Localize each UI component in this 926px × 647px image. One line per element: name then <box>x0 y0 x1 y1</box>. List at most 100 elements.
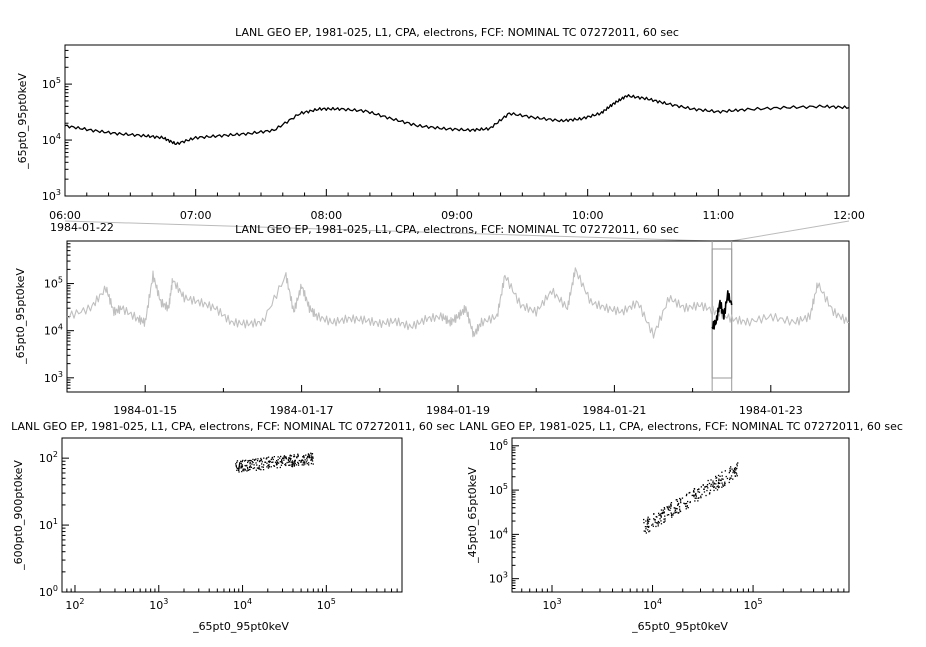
scatter-point <box>300 461 302 463</box>
scatter-point <box>238 465 240 467</box>
scatter-point <box>707 479 709 482</box>
scatter-point <box>304 459 306 461</box>
scatter-point <box>703 491 706 493</box>
scatter-point <box>678 506 681 508</box>
scatter-point <box>697 491 699 493</box>
scatter-point <box>241 470 243 473</box>
scatter-point <box>677 503 679 506</box>
scatter-point <box>309 454 311 456</box>
scatter-point <box>288 464 290 466</box>
scatter-point <box>647 526 650 528</box>
scatter-point <box>653 518 655 520</box>
scatter-point <box>311 460 314 462</box>
scatter-point <box>700 486 702 488</box>
scatter-point <box>671 514 673 516</box>
scatter-point <box>681 497 684 499</box>
scatter-point <box>663 507 665 509</box>
scatter-point <box>248 469 250 471</box>
scatter-point <box>668 506 670 509</box>
scatter-point <box>310 458 312 460</box>
scatter-point <box>645 528 647 530</box>
scatter-point <box>736 473 738 475</box>
scatter-point <box>648 531 650 533</box>
scatter-point <box>264 461 266 463</box>
scatter-point <box>279 461 281 463</box>
scatter-point <box>685 508 687 510</box>
scatter-point <box>676 508 678 510</box>
scatter-point <box>244 468 246 470</box>
scatter-point <box>303 457 305 459</box>
scatter-point <box>730 475 733 477</box>
scatter-point <box>647 522 649 525</box>
scatter-point <box>648 525 650 528</box>
scatter-point <box>648 518 650 520</box>
scatter-point <box>297 462 300 465</box>
scatter-point <box>717 486 720 489</box>
scatter-point <box>285 463 287 465</box>
scatter-point <box>247 469 249 471</box>
y-tick-label: 101 <box>39 517 58 532</box>
scatter-point <box>302 456 304 458</box>
scatter-point <box>267 460 270 463</box>
scatter-point <box>297 455 299 458</box>
scatter-point <box>697 500 699 502</box>
scatter-point <box>263 457 265 459</box>
scatter-point <box>294 460 296 462</box>
scatter-point <box>685 502 688 505</box>
scatter-point <box>659 514 661 516</box>
scatter-point <box>667 508 669 510</box>
x-tick-label: 11:00 <box>702 209 734 222</box>
scatter-point <box>306 459 308 461</box>
scatter-point <box>715 475 717 478</box>
scatter-point <box>721 475 723 477</box>
scatter-point <box>255 458 257 460</box>
scatter-point <box>248 459 251 462</box>
scatter-point <box>263 464 265 466</box>
scatter-point <box>249 465 252 467</box>
scatter-point <box>310 455 313 457</box>
scatter-point <box>291 466 294 468</box>
scatter-point <box>733 469 736 471</box>
scatter-point <box>647 519 649 522</box>
plot-frame <box>61 437 403 593</box>
scatter-point <box>729 469 731 471</box>
scatter-point <box>676 511 678 513</box>
scatter-point <box>298 459 300 462</box>
x-tick-label: 10:00 <box>572 209 604 222</box>
scatter-point <box>312 456 314 458</box>
scatter-point <box>721 482 723 484</box>
scatter-point <box>657 523 659 525</box>
panel-top-zoom: LANL GEO EP, 1981-025, L1, CPA, electron… <box>16 26 865 234</box>
scatter-point <box>289 455 291 457</box>
scatter-point <box>266 457 268 459</box>
scatter-point <box>310 456 312 459</box>
scatter-point <box>281 459 283 461</box>
scatter-point <box>710 483 712 486</box>
scatter-point <box>282 457 284 459</box>
scatter-point <box>242 468 245 470</box>
scatter-point <box>300 460 302 462</box>
scatter-point <box>705 485 707 488</box>
scatter-point <box>273 465 275 467</box>
scatter-point <box>693 491 695 493</box>
y-tick-label: 105 <box>42 76 61 91</box>
scatter-point <box>293 464 296 466</box>
scatter-point <box>693 494 695 496</box>
scatter-point <box>721 486 723 488</box>
scatter-point <box>677 503 680 505</box>
x-tick-label: 1984-01-15 <box>113 404 177 417</box>
y-tick-label: 104 <box>44 323 63 338</box>
scatter-point <box>653 513 655 515</box>
y-tick-label: 103 <box>42 188 61 203</box>
scatter-point <box>277 456 279 458</box>
scatter-point <box>674 507 676 509</box>
scatter-point <box>676 499 678 501</box>
scatter-point <box>691 494 693 497</box>
scatter-point <box>717 485 719 487</box>
scatter-point <box>728 481 730 484</box>
scatter-point <box>687 500 689 503</box>
scatter-point <box>700 497 702 499</box>
scatter-point <box>308 457 311 459</box>
scatter-point <box>244 464 246 467</box>
